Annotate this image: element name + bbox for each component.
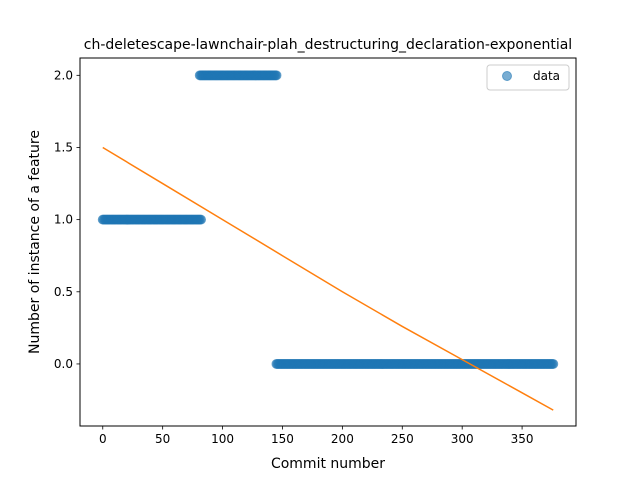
x-tick-label: 150 xyxy=(271,432,294,446)
x-tick-label: 50 xyxy=(155,432,170,446)
x-tick-label: 350 xyxy=(511,432,534,446)
fit-line xyxy=(102,146,554,411)
legend-label-data: data xyxy=(533,69,560,83)
x-axis-label: Commit number xyxy=(271,456,385,472)
data-point xyxy=(271,70,282,81)
legend-marker-data xyxy=(502,71,512,81)
x-tick-label: 250 xyxy=(391,432,414,446)
x-tick-label: 0 xyxy=(99,432,107,446)
y-axis: 0.0 0.5 1.0 1.5 2.0 xyxy=(54,68,80,371)
plot-area xyxy=(97,70,559,411)
data-point xyxy=(196,214,206,225)
x-tick-label: 300 xyxy=(451,432,474,446)
y-tick-label: 1.5 xyxy=(54,140,73,154)
data-point xyxy=(548,358,559,369)
y-tick-label: 0.0 xyxy=(54,357,73,371)
x-tick-label: 200 xyxy=(331,432,354,446)
plot-frame xyxy=(79,57,577,427)
legend: data xyxy=(486,64,570,91)
y-tick-label: 1.0 xyxy=(54,213,73,227)
y-tick-label: 0.5 xyxy=(54,285,73,299)
y-axis-label: Number of instance of a feature xyxy=(27,130,43,354)
x-axis: 0 50 100 150 200 250 300 350 xyxy=(99,426,534,446)
x-tick-label: 100 xyxy=(211,432,234,446)
y-tick-label: 2.0 xyxy=(54,68,73,82)
chart-title: ch-deletescape-lawnchair-plah_destructur… xyxy=(84,37,572,53)
